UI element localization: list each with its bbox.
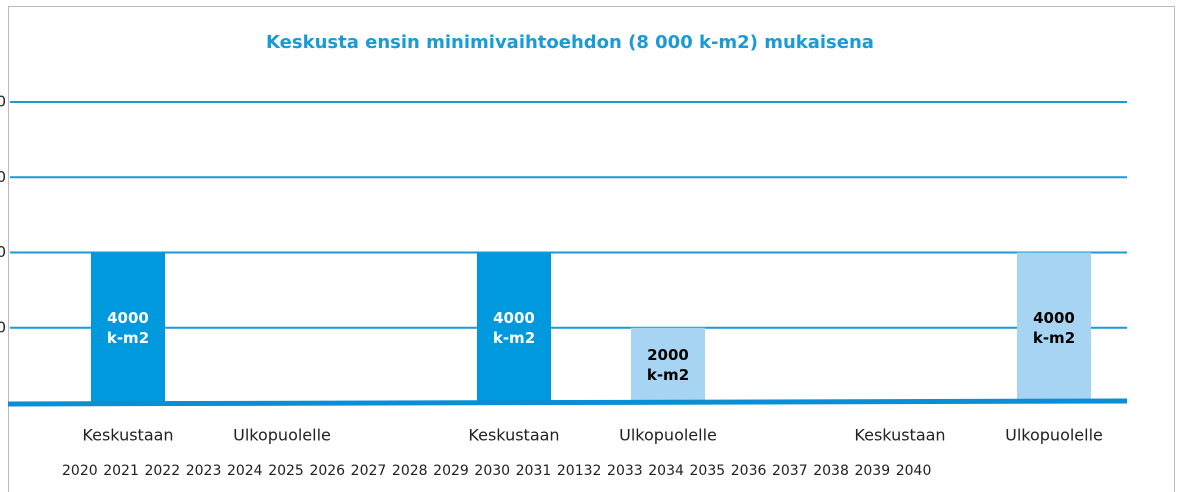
- chart-frame: [8, 6, 1175, 492]
- x-tick-label: Keskustaan: [82, 426, 173, 445]
- bar: [631, 327, 705, 403]
- value-label: 4000 k-m2: [106, 308, 150, 347]
- year-label: 2022: [144, 463, 180, 479]
- bar: [91, 252, 165, 403]
- year-label: 2020: [62, 463, 98, 479]
- year-label: 2030: [474, 463, 510, 479]
- x-tick-label: Keskustaan: [468, 426, 559, 445]
- year-label: 2025: [268, 463, 304, 479]
- x-tick-label: Ulkopuolelle: [619, 426, 717, 445]
- y-tick-label: 4000: [0, 243, 6, 261]
- year-label: 2038: [813, 463, 849, 479]
- year-label: 2027: [351, 463, 387, 479]
- baseline: [7, 398, 1128, 407]
- year-label: 2035: [690, 463, 726, 479]
- year-label: 2031: [516, 463, 552, 479]
- chart-title: Keskusta ensin minimivaihtoehdon (8 000 …: [266, 32, 874, 53]
- x-tick-label: Ulkopuolelle: [1005, 426, 1103, 445]
- x-tick-label: Ulkopuolelle: [233, 426, 331, 445]
- value-label: 4000 k-m2: [1032, 308, 1076, 347]
- year-label: 2036: [731, 463, 767, 479]
- y-tick-label: 2000: [0, 318, 6, 336]
- year-label: 2029: [433, 463, 469, 479]
- year-label: 2024: [227, 463, 263, 479]
- year-label: 2033: [607, 463, 643, 479]
- year-label: 2040: [896, 463, 932, 479]
- year-label: 2021: [103, 463, 139, 479]
- y-tick-label: 6000: [0, 168, 6, 186]
- year-label: 2039: [854, 463, 890, 479]
- x-tick-label: Keskustaan: [854, 426, 945, 445]
- year-label: 2026: [309, 463, 345, 479]
- value-label: 4000 k-m2: [492, 308, 536, 347]
- bar: [477, 252, 551, 403]
- value-label: 2000 k-m2: [646, 346, 690, 385]
- bar: [1017, 252, 1091, 403]
- year-label: 20132: [557, 463, 602, 479]
- year-label: 2037: [772, 463, 808, 479]
- year-label: 2034: [648, 463, 684, 479]
- year-label: 2023: [186, 463, 222, 479]
- year-label: 2028: [392, 463, 428, 479]
